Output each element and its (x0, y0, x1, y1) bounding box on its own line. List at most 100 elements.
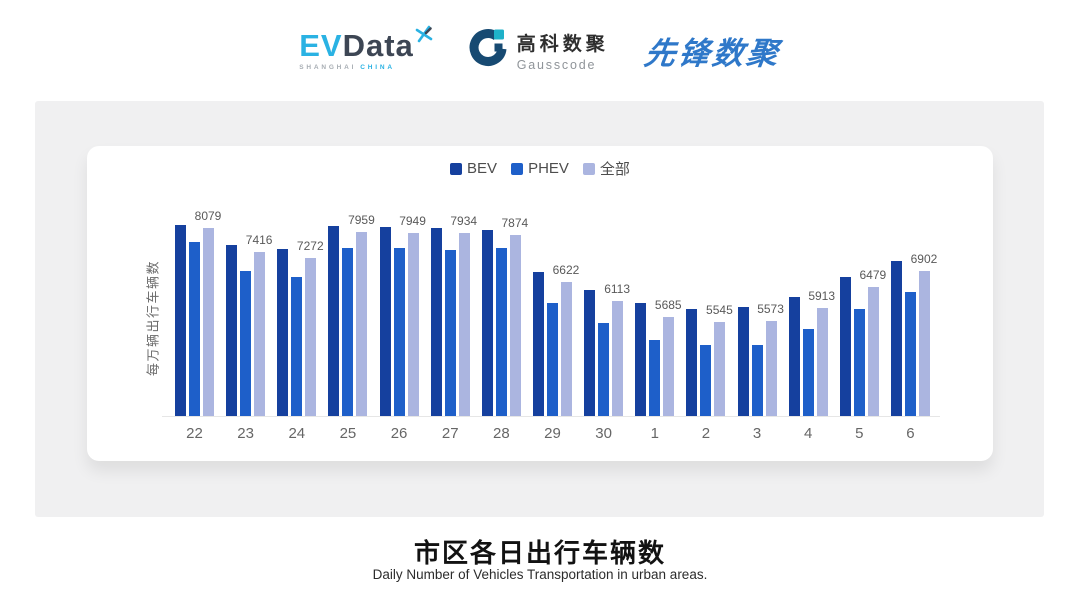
bar-value-label: 6622 (552, 263, 580, 277)
bar-phev-23[interactable] (240, 271, 252, 416)
bar-value-label: 6902 (910, 252, 938, 266)
bar-group-28: 7874 (481, 194, 528, 416)
legend-swatch-icon (511, 162, 524, 175)
chart-card: BEV PHEV 全部 每万辆出行车辆数 8079 7416 7272 7959 7949 7… (87, 146, 993, 461)
bar-phev-3[interactable] (751, 345, 763, 416)
bar-bev-24[interactable] (277, 249, 289, 416)
x-tick-label-2: 2 (701, 425, 711, 442)
bar-phev-1[interactable] (649, 340, 661, 416)
x-tick-label-1: 1 (650, 425, 659, 442)
bar-group-22: 8079 (175, 194, 221, 416)
bar-value-label: 7272 (296, 239, 324, 253)
x-tick-label-3: 3 (752, 425, 762, 442)
bar-bev-23[interactable] (226, 245, 238, 416)
x-tick-label-29: 29 (544, 425, 561, 442)
bar-bev-2[interactable] (686, 309, 698, 416)
evdata-x-icon (415, 17, 433, 48)
bar-value-label: 5685 (654, 298, 682, 312)
y-axis-label: 每万辆出行车辆数 (145, 259, 161, 377)
bar-group-1: 5685 (635, 194, 682, 416)
bar-全部-22[interactable] (203, 228, 214, 416)
bar-value-label: 7934 (450, 214, 478, 228)
bar-phev-22[interactable] (189, 242, 200, 416)
bar-bev-4[interactable] (788, 297, 800, 416)
bar-value-label: 7416 (245, 233, 273, 247)
bar-group-5: 6479 (839, 194, 886, 416)
bar-phev-30[interactable] (598, 323, 610, 416)
bar-全部-6[interactable] (918, 271, 930, 416)
bar-bev-27[interactable] (430, 228, 442, 416)
bar-全部-24[interactable] (305, 258, 317, 416)
bar-group-25: 7959 (328, 194, 375, 416)
bar-全部-30[interactable] (612, 301, 624, 416)
legend-item-全部[interactable]: 全部 (582, 158, 630, 179)
bar-value-label: 7959 (348, 213, 375, 227)
bar-phev-27[interactable] (444, 250, 456, 416)
bar-全部-5[interactable] (867, 287, 879, 416)
x-tick-label-26: 26 (390, 425, 408, 442)
bar-group-3: 5573 (737, 194, 784, 416)
bar-phev-29[interactable] (546, 303, 558, 416)
evdata-tagline-china: CHINA (360, 63, 395, 71)
bar-bev-30[interactable] (584, 290, 596, 416)
plot-area: 8079 7416 7272 7959 7949 7934 7874 6622 6113 5685… (175, 194, 937, 416)
bar-value-label: 8079 (194, 209, 222, 223)
evdata-tagline: SHANGHAI CHINA (299, 64, 395, 71)
legend-swatch-icon (582, 162, 595, 175)
bar-value-label: 5573 (757, 302, 784, 316)
pioneer-logo: 先锋数聚 (641, 35, 783, 71)
bar-bev-22[interactable] (175, 225, 186, 416)
bar-bev-3[interactable] (737, 307, 749, 416)
gausscode-g-icon (468, 27, 508, 74)
evdata-logo: EVData SHANGHAI CHINA (299, 25, 433, 71)
x-tick-label-4: 4 (804, 425, 813, 442)
evdata-tagline-shanghai: SHANGHAI (299, 63, 357, 71)
bar-全部-25[interactable] (356, 232, 368, 416)
bar-phev-24[interactable] (291, 277, 303, 416)
bar-全部-27[interactable] (458, 233, 470, 416)
bar-value-label: 7874 (501, 216, 529, 230)
bar-全部-3[interactable] (765, 321, 777, 416)
bar-bev-5[interactable] (839, 277, 851, 416)
header-logos: EVData SHANGHAI CHINA 高科数聚 Gausscode 先锋数聚 (0, 12, 1080, 88)
bar-bev-28[interactable] (481, 230, 493, 416)
bar-phev-6[interactable] (904, 292, 916, 416)
bar-group-27: 7934 (430, 194, 477, 416)
legend-item-phev[interactable]: PHEV (511, 160, 569, 177)
x-tick-label-5: 5 (855, 425, 864, 442)
bar-value-label: 5913 (808, 289, 836, 303)
bar-group-2: 5545 (686, 194, 733, 416)
bar-phev-4[interactable] (802, 329, 814, 416)
x-tick-label-24: 24 (288, 425, 306, 442)
bar-value-label: 6113 (604, 282, 631, 296)
bar-bev-26[interactable] (379, 227, 391, 416)
bar-bev-25[interactable] (328, 226, 340, 416)
x-tick-label-23: 23 (237, 425, 254, 442)
bar-phev-25[interactable] (342, 248, 354, 416)
bar-全部-1[interactable] (663, 317, 675, 416)
legend-swatch-icon (450, 162, 463, 175)
legend-item-bev[interactable]: BEV (450, 160, 497, 177)
chart-legend: BEV PHEV 全部 (87, 158, 993, 179)
bar-phev-5[interactable] (853, 309, 865, 416)
bar-phev-2[interactable] (700, 345, 712, 416)
evdata-ev-text: EV (299, 27, 343, 63)
legend-label: 全部 (599, 161, 630, 178)
x-tick-label-28: 28 (493, 425, 510, 442)
bar-全部-4[interactable] (816, 308, 828, 416)
bar-group-26: 7949 (379, 194, 426, 416)
bar-全部-23[interactable] (254, 252, 266, 416)
x-tick-label-25: 25 (339, 425, 357, 442)
bar-全部-29[interactable] (560, 282, 572, 416)
legend-label: PHEV (528, 160, 569, 177)
bar-phev-28[interactable] (495, 248, 507, 416)
bar-group-29: 6622 (532, 194, 579, 416)
bar-全部-26[interactable] (407, 233, 419, 416)
bar-全部-2[interactable] (714, 322, 726, 416)
bar-全部-28[interactable] (509, 235, 521, 416)
bar-bev-6[interactable] (890, 261, 902, 416)
legend-label: BEV (467, 160, 498, 177)
bar-bev-29[interactable] (532, 272, 544, 416)
bar-phev-26[interactable] (393, 248, 405, 416)
bar-bev-1[interactable] (635, 303, 647, 416)
